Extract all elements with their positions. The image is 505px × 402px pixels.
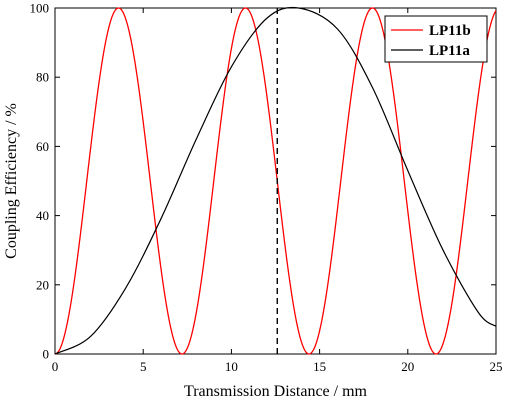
y-tick-label-2: 40 (36, 208, 49, 223)
x-tick-label-5: 25 (490, 359, 503, 374)
x-tick-label-0: 0 (52, 359, 59, 374)
y-axis-label: Coupling Efficiency / % (3, 103, 20, 259)
legend-label-lp11a: LP11a (429, 43, 470, 59)
x-axis-label: Transmission Distance / mm (184, 383, 368, 400)
y-tick-label-0: 0 (43, 347, 50, 362)
y-tick-label-4: 80 (36, 70, 49, 85)
y-tick-label-3: 60 (36, 139, 49, 154)
plot-frame (54, 7, 497, 355)
x-tick-label-4: 20 (401, 359, 414, 374)
x-tick-label-3: 15 (313, 359, 326, 374)
series-group (54, 6, 497, 355)
series-lp11a-line (54, 6, 497, 355)
legend-label-lp11b: LP11b (429, 23, 471, 39)
y-tick-label-1: 20 (36, 277, 49, 292)
legend-box (384, 15, 488, 63)
x-tick-label-1: 5 (140, 359, 147, 374)
axis-ticks: 0 5 10 15 20 25 0 20 40 60 80 100 (30, 1, 503, 375)
y-tick-label-5: 100 (30, 1, 50, 16)
x-tick-label-2: 10 (225, 359, 238, 374)
series-lp11b-line (54, 7, 497, 355)
legend: LP11b LP11a (384, 15, 488, 63)
